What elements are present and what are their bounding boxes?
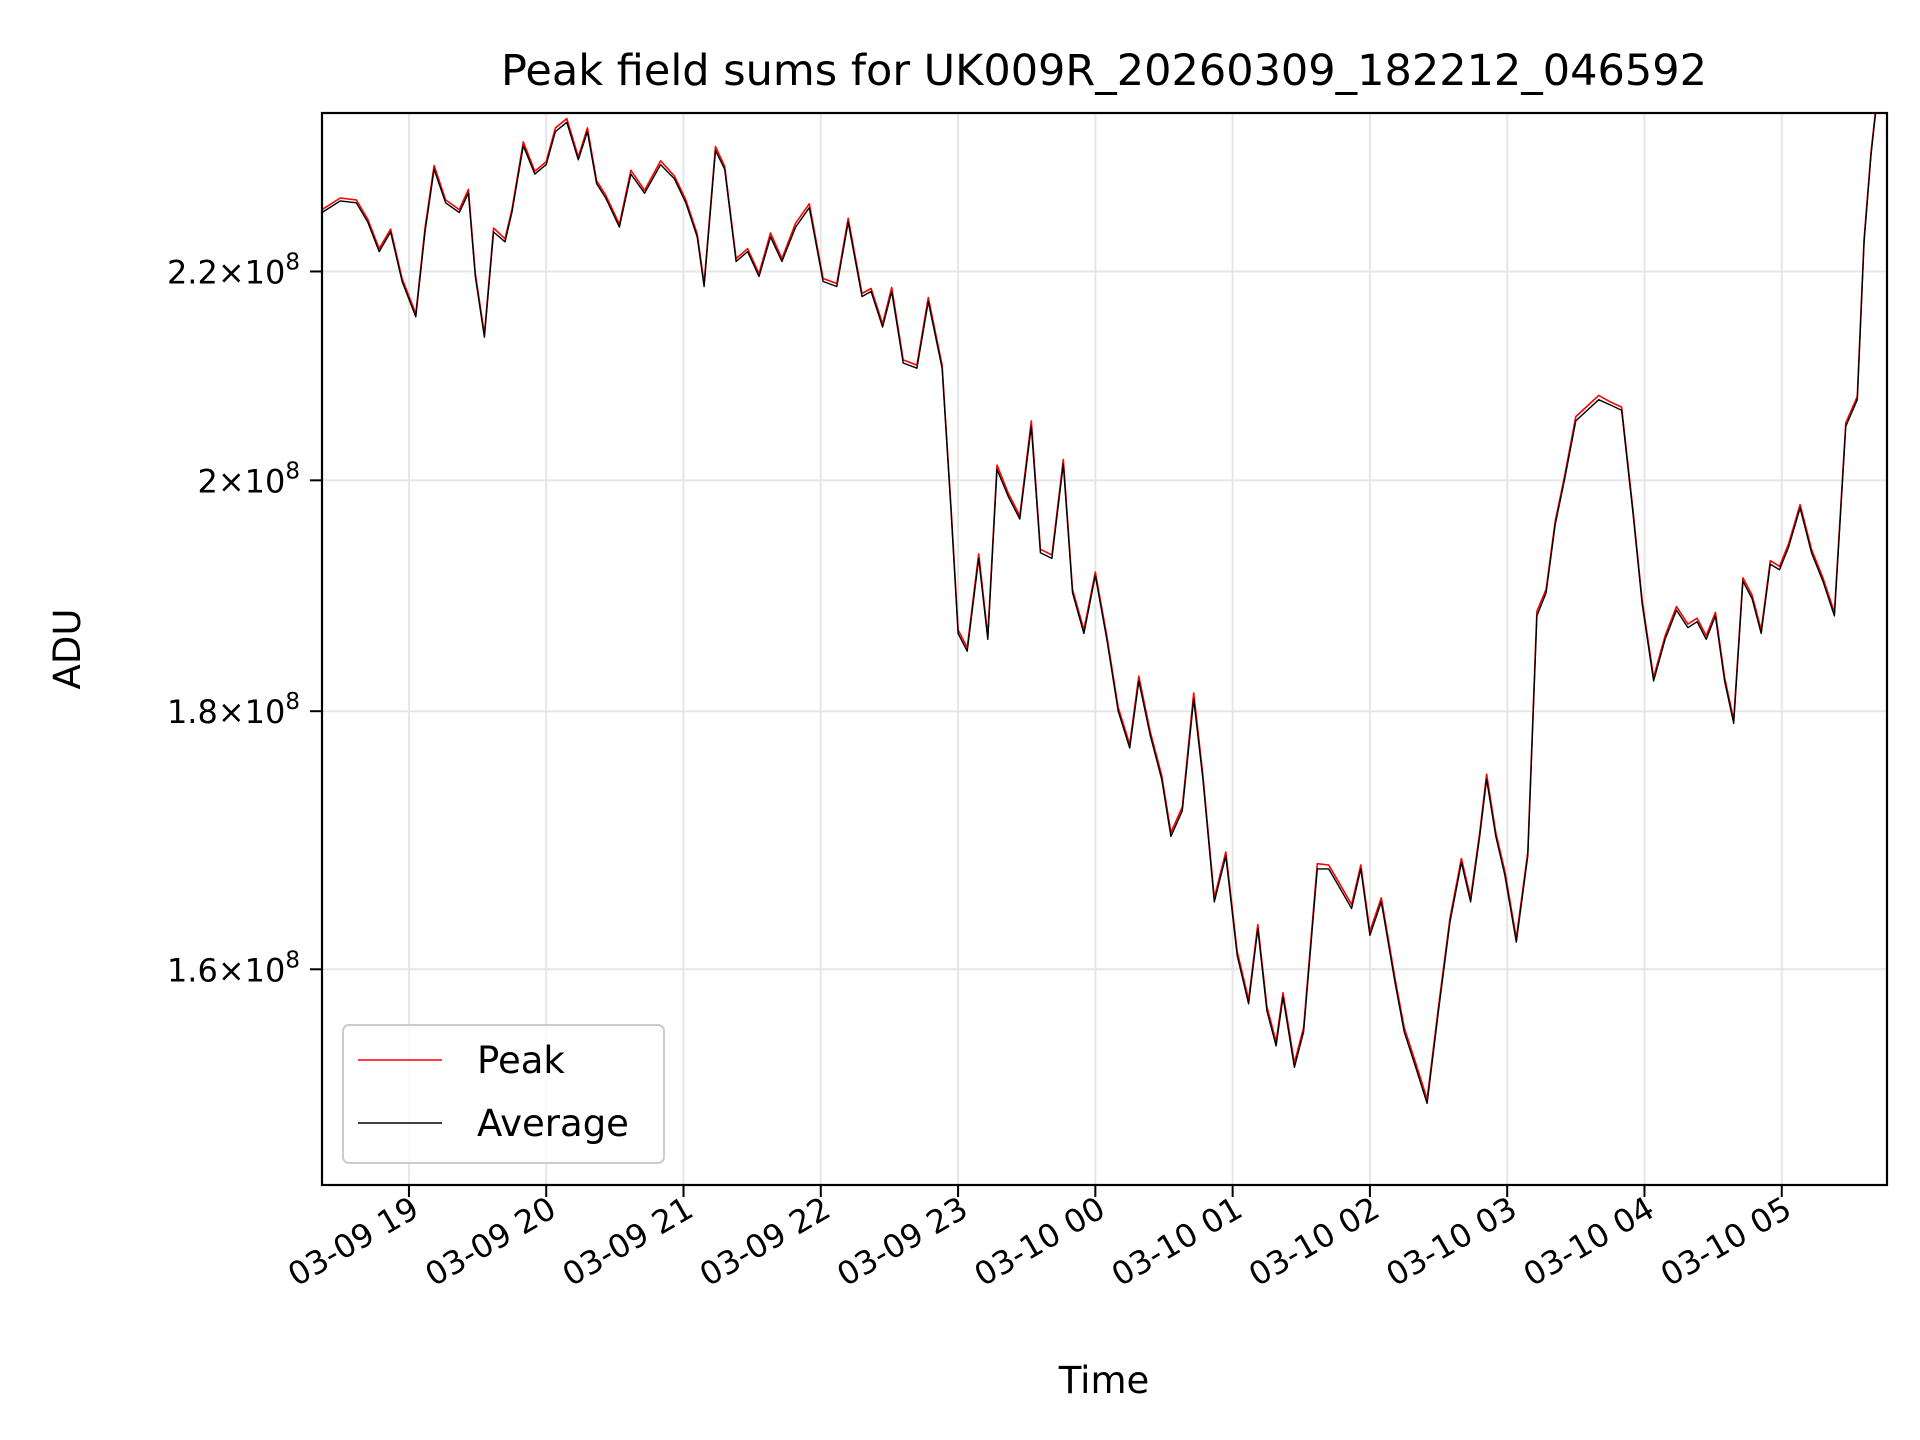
y-axis-label: ADU: [46, 609, 89, 690]
grid: [322, 113, 1887, 1185]
legend-peak-label: Peak: [477, 1039, 565, 1082]
x-axis-label: Time: [1058, 1359, 1150, 1402]
y-tick-label: 2.2×108: [167, 249, 300, 291]
chart-title: Peak field sums for UK009R_20260309_1822…: [501, 46, 1707, 96]
legend: Peak Average: [342, 1024, 665, 1164]
y-tick-label: 1.6×108: [167, 947, 300, 989]
plot-frame: [320, 111, 1889, 1187]
series-layer: [322, 113, 1877, 1105]
y-tick-label: 2×108: [197, 458, 300, 500]
average-series-line: [322, 113, 1877, 1105]
y-axis: 1.6×108 1.8×108 2×108 2.2×108: [167, 249, 322, 989]
y-tick-label: 1.8×108: [167, 689, 300, 731]
legend-average-label: Average: [477, 1102, 629, 1145]
